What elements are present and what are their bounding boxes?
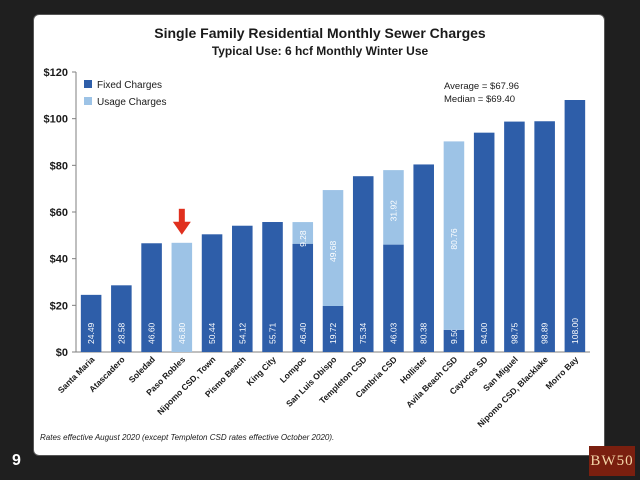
footnote: Rates effective August 2020 (except Temp… bbox=[40, 433, 334, 442]
y-tick-label: $60 bbox=[50, 207, 68, 219]
data-label-fixed: 46.60 bbox=[147, 322, 157, 344]
data-label-fixed: 46.03 bbox=[388, 322, 398, 344]
bar-usage bbox=[171, 242, 193, 352]
data-label-fixed: 55.71 bbox=[268, 322, 278, 344]
y-tick-label: $120 bbox=[44, 67, 68, 79]
data-label-fixed: 19.72 bbox=[328, 322, 338, 344]
average-annotation: Average = $67.96 bbox=[444, 81, 519, 92]
data-label-usage: 31.92 bbox=[388, 200, 398, 222]
y-tick-label: $20 bbox=[50, 300, 68, 312]
category-label: Avila Beach CSD bbox=[404, 354, 459, 409]
bar-fixed bbox=[443, 329, 465, 352]
data-label-usage: 46.80 bbox=[177, 322, 187, 344]
bar-fixed bbox=[80, 294, 102, 352]
bar-usage bbox=[292, 222, 314, 244]
bar-fixed bbox=[504, 121, 525, 352]
data-label-fixed: 46.40 bbox=[298, 322, 308, 344]
bar-usage bbox=[443, 141, 465, 330]
data-label-fixed: 108.00 bbox=[570, 318, 580, 344]
chart-title: Single Family Residential Monthly Sewer … bbox=[154, 25, 486, 41]
bar-fixed bbox=[564, 100, 586, 352]
y-tick-label: $0 bbox=[56, 347, 68, 359]
bar-fixed bbox=[292, 243, 314, 352]
logo: BW50 bbox=[589, 446, 635, 476]
chart-subtitle: Typical Use: 6 hcf Monthly Winter Use bbox=[212, 44, 429, 58]
legend-swatch-usage bbox=[84, 97, 92, 105]
bars-group: 24.49 28.58 46.60 46.80 50.44 54.12 55.71 46.40… bbox=[80, 100, 586, 352]
y-tick-label: $80 bbox=[50, 160, 68, 172]
median-annotation: Median = $69.40 bbox=[444, 94, 515, 105]
bar-fixed bbox=[352, 176, 374, 352]
legend-label-usage: Usage Charges bbox=[97, 97, 166, 108]
bar-fixed bbox=[534, 121, 555, 352]
category-label: King City bbox=[244, 354, 278, 388]
data-label-fixed: 50.44 bbox=[207, 322, 217, 344]
data-label-usage: 49.68 bbox=[328, 240, 338, 262]
legend-swatch-fixed bbox=[84, 80, 92, 88]
legend-label-fixed: Fixed Charges bbox=[97, 80, 162, 91]
category-label: Soledad bbox=[127, 354, 157, 384]
data-label-fixed: 98.75 bbox=[509, 322, 519, 344]
data-label-fixed: 75.34 bbox=[358, 322, 368, 344]
bar-fixed bbox=[111, 285, 132, 352]
arrow-shaft bbox=[178, 208, 185, 223]
data-label-fixed: 98.89 bbox=[540, 322, 550, 344]
bar-fixed bbox=[141, 243, 162, 352]
data-label-fixed: 24.49 bbox=[86, 322, 96, 344]
bar-fixed bbox=[473, 132, 495, 352]
slide-number: 9 bbox=[12, 452, 21, 469]
data-label-fixed: 9.50 bbox=[449, 327, 459, 344]
category-label: Lompoc bbox=[278, 354, 309, 385]
data-label-fixed: 80.38 bbox=[419, 322, 429, 344]
legend: Fixed Charges Usage Charges bbox=[84, 80, 166, 108]
bar-fixed bbox=[201, 234, 223, 352]
bar-fixed bbox=[413, 164, 434, 352]
bar-fixed bbox=[322, 305, 344, 352]
bar-fixed bbox=[262, 222, 283, 352]
category-label: Morro Bay bbox=[543, 354, 580, 391]
data-label-usage: 9.28 bbox=[298, 230, 308, 247]
bar-usage bbox=[383, 170, 404, 245]
bar-fixed bbox=[232, 225, 253, 352]
bar-usage bbox=[322, 190, 344, 306]
bar-fixed bbox=[383, 244, 404, 352]
y-tick-label: $40 bbox=[50, 254, 68, 266]
data-label-fixed: 54.12 bbox=[237, 322, 247, 344]
arrow-head bbox=[172, 221, 191, 235]
highlight-arrow-icon bbox=[172, 208, 191, 235]
y-tick-label: $100 bbox=[44, 114, 68, 126]
data-label-usage: 80.76 bbox=[449, 228, 459, 250]
data-label-fixed: 28.58 bbox=[116, 322, 126, 344]
data-label-fixed: 94.00 bbox=[479, 322, 489, 344]
